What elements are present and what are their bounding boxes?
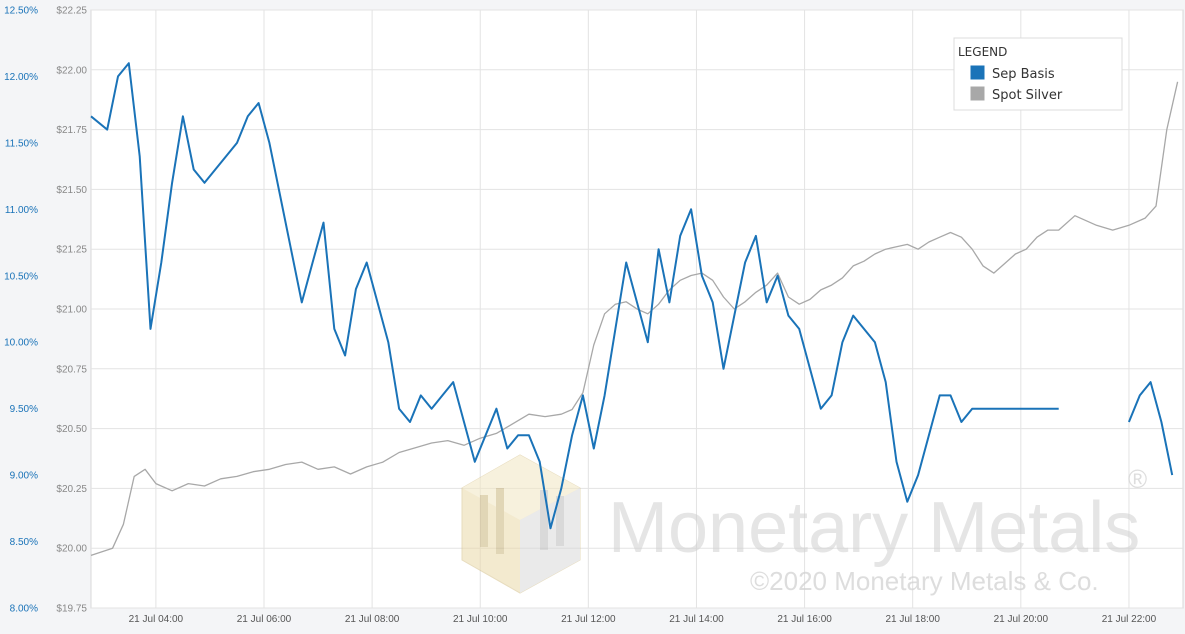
- legend-label-sep-basis: Sep Basis: [992, 67, 1055, 82]
- watermark-copyright: ©2020 Monetary Metals & Co.: [750, 566, 1099, 596]
- gridlines: [91, 9, 1183, 609]
- left-axis-tick-label: 8.00%: [10, 604, 38, 615]
- left-axis-tick-label: 12.50%: [4, 6, 38, 17]
- right-axis: $22.25 $22.00 $21.75 $21.50 $21.25 $21.00 $20.…: [56, 6, 87, 615]
- x-axis-tick-label: 21 Jul 08:00: [345, 614, 400, 625]
- legend-title: LEGEND: [958, 45, 1007, 59]
- series-line-spot-silver: [90, 81, 1179, 557]
- left-axis-tick-label: 10.00%: [4, 338, 38, 349]
- series-layer: [90, 62, 1179, 557]
- left-axis-tick-label: 9.50%: [10, 404, 38, 415]
- right-axis-tick-label: $20.50: [56, 424, 87, 435]
- x-axis-tick-label: 21 Jul 06:00: [237, 614, 292, 625]
- watermark-registered: ®: [1128, 464, 1147, 494]
- watermark-logo-icon: [461, 454, 581, 594]
- x-axis-tick-label: 21 Jul 04:00: [129, 614, 184, 625]
- left-axis-tick-label: 10.50%: [4, 271, 38, 282]
- x-axis: 21 Jul 04:00 21 Jul 06:00 21 Jul 08:00 21 J…: [129, 614, 1157, 625]
- left-axis-tick-label: 9.00%: [10, 471, 38, 482]
- legend-swatch-sep-basis: [969, 64, 986, 81]
- left-axis: 12.50% 12.00% 11.50% 11.00% 10.50% 10.00% 9.50…: [4, 6, 38, 615]
- right-axis-tick-label: $20.00: [56, 544, 87, 555]
- right-axis-tick-label: $20.75: [56, 364, 87, 375]
- left-axis-tick-label: 11.50%: [5, 138, 38, 149]
- right-axis-tick-label: $22.25: [56, 6, 87, 17]
- series-line-sep-basis: [1127, 381, 1174, 476]
- right-axis-tick-label: $22.00: [56, 65, 87, 76]
- legend: LEGEND Sep Basis Spot Silver: [953, 37, 1123, 111]
- left-axis-tick-label: 12.00%: [4, 72, 38, 83]
- right-axis-tick-label: $19.75: [56, 604, 87, 615]
- x-axis-tick-label: 21 Jul 12:00: [561, 614, 616, 625]
- x-axis-tick-label: 21 Jul 10:00: [453, 614, 508, 625]
- x-axis-tick-label: 21 Jul 22:00: [1102, 614, 1157, 625]
- watermark: Monetary Metals ® ©2020 Monetary Metals …: [461, 454, 1147, 596]
- x-axis-tick-label: 21 Jul 14:00: [669, 614, 724, 625]
- x-axis-tick-label: 21 Jul 18:00: [885, 614, 940, 625]
- right-axis-tick-label: $21.00: [56, 305, 87, 316]
- left-axis-tick-label: 8.50%: [10, 537, 38, 548]
- watermark-brand: Monetary Metals: [608, 488, 1140, 568]
- right-axis-tick-label: $21.50: [56, 185, 87, 196]
- right-axis-tick-label: $20.25: [56, 484, 87, 495]
- series-line-sep-basis: [90, 62, 1059, 530]
- x-axis-tick-label: 21 Jul 16:00: [777, 614, 832, 625]
- legend-swatch-spot-silver: [969, 85, 986, 102]
- right-axis-tick-label: $21.75: [56, 125, 87, 136]
- legend-label-spot-silver: Spot Silver: [992, 88, 1063, 103]
- x-axis-tick-label: 21 Jul 20:00: [994, 614, 1049, 625]
- left-axis-tick-label: 11.00%: [5, 205, 38, 216]
- right-axis-tick-label: $21.25: [56, 245, 87, 256]
